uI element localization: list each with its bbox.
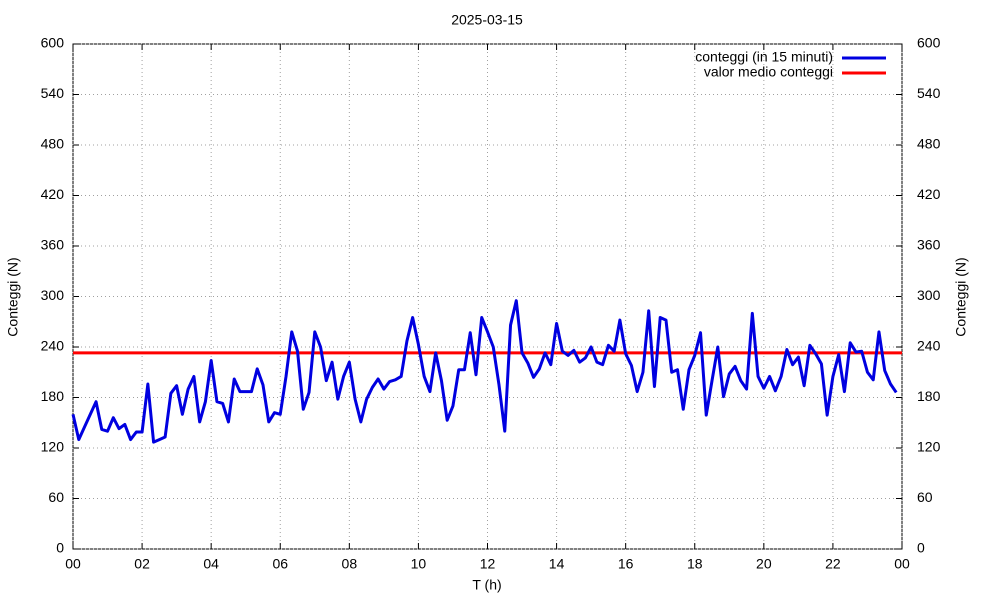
- y2-tick-label: 240: [917, 338, 941, 354]
- x-tick-label: 22: [825, 556, 841, 572]
- chart-title: 2025-03-15: [451, 12, 523, 28]
- y-axis-label: Conteggi (N): [5, 257, 21, 336]
- y2-axis-label: Conteggi (N): [953, 257, 969, 336]
- data-line: [71, 299, 898, 444]
- y2-tick-label: 60: [917, 489, 933, 505]
- y-tick-label: 420: [41, 186, 65, 202]
- y-tick-label: 60: [48, 489, 64, 505]
- y-tick-label: 480: [41, 136, 65, 152]
- x-tick-label: 00: [894, 556, 910, 572]
- y-tick-label: 180: [41, 388, 65, 404]
- y2-tick-label: 180: [917, 388, 941, 404]
- y2-tick-label: 600: [917, 35, 941, 51]
- x-tick-label: 08: [342, 556, 358, 572]
- x-tick-label: 12: [480, 556, 496, 572]
- y-tick-label: 0: [56, 540, 64, 556]
- x-tick-label: 06: [272, 556, 288, 572]
- x-tick-label: 10: [411, 556, 427, 572]
- y-tick-label: 300: [41, 287, 65, 303]
- y2-tick-label: 540: [917, 85, 941, 101]
- legend-label: valor medio conteggi: [704, 64, 833, 80]
- x-tick-label: 16: [618, 556, 634, 572]
- y2-tick-label: 120: [917, 439, 941, 455]
- y2-tick-label: 480: [917, 136, 941, 152]
- x-tick-label: 04: [203, 556, 219, 572]
- y-tick-label: 120: [41, 439, 65, 455]
- x-tick-label: 00: [65, 556, 81, 572]
- x-tick-label: 02: [134, 556, 150, 572]
- y2-tick-label: 300: [917, 287, 941, 303]
- y2-tick-label: 0: [917, 540, 925, 556]
- x-axis-label: T (h): [472, 577, 501, 593]
- y2-tick-label: 360: [917, 237, 941, 253]
- x-tick-label: 20: [756, 556, 772, 572]
- y2-tick-label: 420: [917, 186, 941, 202]
- y-tick-label: 360: [41, 237, 65, 253]
- x-tick-label: 14: [549, 556, 565, 572]
- y-tick-label: 600: [41, 35, 65, 51]
- y-tick-label: 240: [41, 338, 65, 354]
- legend-label: conteggi (in 15 minuti): [695, 49, 833, 65]
- y-tick-label: 540: [41, 85, 65, 101]
- x-tick-label: 18: [687, 556, 703, 572]
